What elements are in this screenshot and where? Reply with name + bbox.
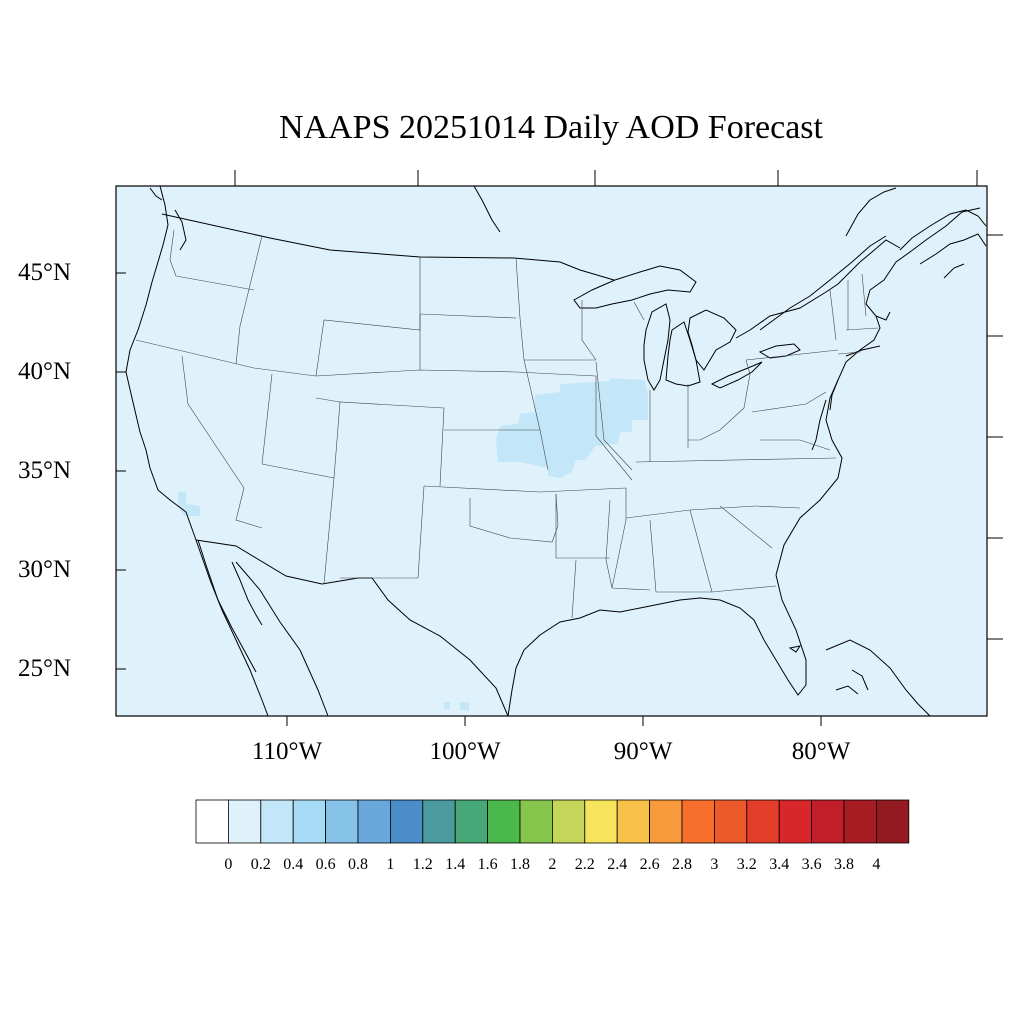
colorbar-tick-label: 1.2 [412, 856, 433, 873]
colorbar-tick-label: 1.6 [477, 856, 498, 873]
colorbar-tick-label: 0.6 [315, 856, 336, 873]
colorbar-tick-label: 3.6 [801, 856, 822, 873]
colorbar-tick-label: 3.4 [769, 856, 790, 873]
colorbar-swatch [584, 799, 618, 844]
lon-label-90w: 90°W [613, 738, 673, 765]
lat-label-30: 30°N [18, 556, 72, 583]
colorbar-tick-label: 4 [872, 856, 881, 873]
colorbar-tick-label: 0.2 [250, 856, 271, 873]
colorbar-tick-label: 1.4 [445, 856, 466, 873]
colorbar-tick-label: 2 [548, 856, 557, 873]
colorbar-tick-label: 0 [224, 856, 233, 873]
colorbar-tick-label: 1 [386, 856, 395, 873]
colorbar-tick-label: 3.2 [736, 856, 757, 873]
colorbar-swatch [195, 799, 229, 844]
lat-label-40: 40°N [18, 358, 72, 385]
state-borders [135, 229, 879, 619]
colorbar-swatch [616, 799, 651, 844]
lat-label-45: 45°N [18, 259, 72, 286]
colorbar-swatch [260, 799, 294, 844]
colorbar-tick-label: 1.8 [510, 856, 530, 873]
aod-plume-central [496, 378, 648, 478]
colorbar-tick-label: 2.2 [574, 856, 595, 873]
national-borders [161, 213, 901, 717]
colorbar-tick-label: 2.6 [639, 856, 660, 873]
aod-plume-mexico [444, 702, 469, 710]
colorbar-tick-label: 2.8 [672, 856, 692, 873]
colorbar-tick-label: 3.8 [834, 856, 854, 873]
colorbar-swatch [292, 799, 327, 844]
page-title: NAAPS 20251014 Daily AOD Forecast [279, 109, 823, 146]
colorbar-swatch [357, 799, 391, 844]
colorbar-tick-label: 0.4 [283, 856, 304, 873]
colorbar-tick-label: 2.4 [607, 856, 628, 873]
colorbar-swatch [681, 799, 715, 844]
lon-label-80w: 80°W [791, 738, 851, 765]
colorbar-swatch [811, 799, 845, 844]
colorbar-swatch [454, 799, 489, 844]
colorbar-swatch [519, 799, 553, 844]
colorbar [195, 799, 910, 844]
lon-label-110w: 110°W [251, 738, 323, 765]
colorbar-swatch [227, 799, 262, 844]
colorbar-swatch [746, 799, 780, 844]
coastlines [125, 185, 987, 717]
colorbar-swatch [422, 799, 456, 844]
colorbar-swatch [487, 799, 521, 844]
lon-label-100w: 100°W [429, 738, 501, 765]
colorbar-tick-label: 3 [710, 856, 719, 873]
colorbar-swatch [778, 799, 813, 844]
lat-label-25: 25°N [18, 655, 72, 682]
colorbar-swatch [714, 799, 748, 844]
great-lakes [573, 265, 801, 391]
axis-ticks [116, 170, 1003, 726]
colorbar-swatch [876, 799, 910, 844]
colorbar-swatch [552, 799, 586, 844]
colorbar-swatch [649, 799, 683, 844]
colorbar-swatch [389, 799, 424, 844]
colorbar-swatch [843, 799, 877, 844]
colorbar-swatch [325, 799, 359, 844]
colorbar-tick-label: 0.8 [348, 856, 368, 873]
lat-label-35: 35°N [18, 457, 72, 484]
